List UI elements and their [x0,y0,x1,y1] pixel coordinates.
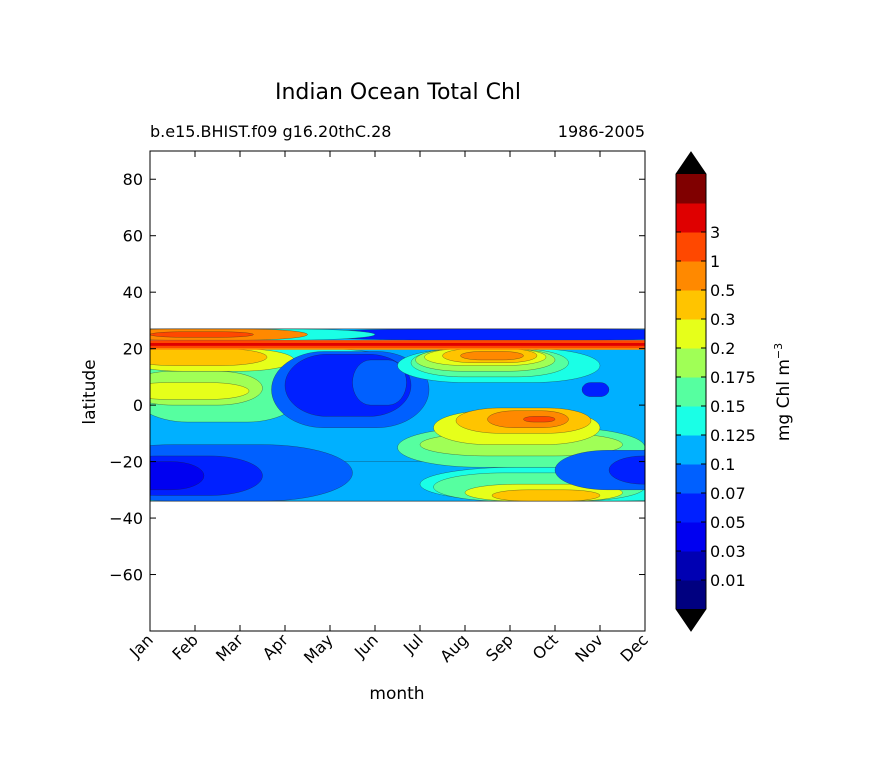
heatmap-field [150,328,645,502]
contour-north-edge-red [150,331,254,338]
contour-sbloom-gold [491,489,601,502]
y-tick-label: 40 [123,283,143,302]
y-tick-label: −60 [109,566,143,585]
x-tick-label: Mar [212,630,247,665]
chart-subtitle-left: b.e15.BHIST.f09 g16.20thC.28 [150,122,391,141]
x-tick-label: Sep [482,630,517,665]
colorbar-segment [676,406,706,436]
colorbar-label: mg Chl m−3 [772,343,794,441]
contour-oligo-lighter [352,359,407,406]
colorbar-segment [676,290,706,320]
colorbar-tick-label: 0.07 [710,484,746,503]
colorbar-segment [676,319,706,349]
colorbar-segment [676,464,706,494]
chart-subtitle-right: 1986-2005 [558,122,645,141]
colorbar-segment [676,551,706,581]
colorbar-tick-label: 0.175 [710,368,756,387]
colorbar-label-exponent: −3 [772,343,785,359]
y-tick-label: 20 [123,340,143,359]
contour-gyre-dark-east [608,455,645,485]
x-tick-label: Jan [125,630,157,662]
colorbar-extend-under [676,609,706,631]
colorbar-extend-over [676,152,706,174]
colorbar-segment [676,232,706,262]
colorbar-tick-label: 0.1 [710,455,735,474]
colorbar-segment [676,493,706,523]
colorbar-segment [676,261,706,291]
y-tick-label: 80 [123,170,143,189]
contour-eq-red [523,416,556,423]
colorbar-tick-label: 0.2 [710,339,735,358]
contour-20n-edge [150,348,645,350]
y-axis-label: latitude [80,359,100,424]
y-tick-label: 0 [133,396,143,415]
x-tick-label: Nov [571,630,607,666]
colorbar-tick-label: 0.5 [710,281,735,300]
colorbar-tick-label: 0.05 [710,513,746,532]
colorbar-segment [676,203,706,233]
x-tick-label: May [300,630,337,667]
contour-20n-core [150,343,645,346]
y-tick-label: −40 [109,509,143,528]
y-tick-label: 60 [123,227,143,246]
colorbar-tick-label: 0.3 [710,310,735,329]
colorbar-tick-label: 0.125 [710,426,756,445]
colorbar-segment [676,435,706,465]
colorbar-segment [676,377,706,407]
colorbar-tick-label: 1 [710,252,720,271]
x-axis-label: month [369,684,424,704]
contour-small-blue-patch [581,382,610,397]
colorbar-label-text: mg Chl m [774,359,794,441]
x-tick-label: Jun [350,630,382,662]
colorbar-tick-label: 3 [710,223,720,242]
colorbar: 0.01 0.03 0.05 0.07 0.1 0.125 0.15 0.175 0.2 0.3 0… [675,151,756,632]
colorbar-segment [676,522,706,552]
x-tick-label: Jul [399,630,427,658]
x-tick-label: Apr [259,630,292,663]
contour-north-gold-top [150,348,268,366]
colorbar-tick-label: 0.01 [710,571,746,590]
x-tick-label: Aug [436,630,472,666]
chart-title: Indian Ocean Total Chl [275,80,521,105]
contour-north-yellow [150,382,250,400]
colorbar-outline [675,151,707,632]
contour-arabian-orange [460,351,524,361]
x-tick-label: Feb [168,630,201,663]
x-tick-label: Oct [529,630,562,663]
colorbar-tick-label: 0.03 [710,542,746,561]
colorbar-segment [676,348,706,378]
colorbar-tick-label: 0.15 [710,397,746,416]
colorbar-segment [676,174,706,204]
x-tick-label: Dec [616,630,651,665]
y-tick-label: −20 [109,453,143,472]
plot-frame [149,150,646,632]
y-axis: 80 60 40 20 0 −20 −40 −60 [109,170,645,585]
colorbar-segment [676,580,706,610]
